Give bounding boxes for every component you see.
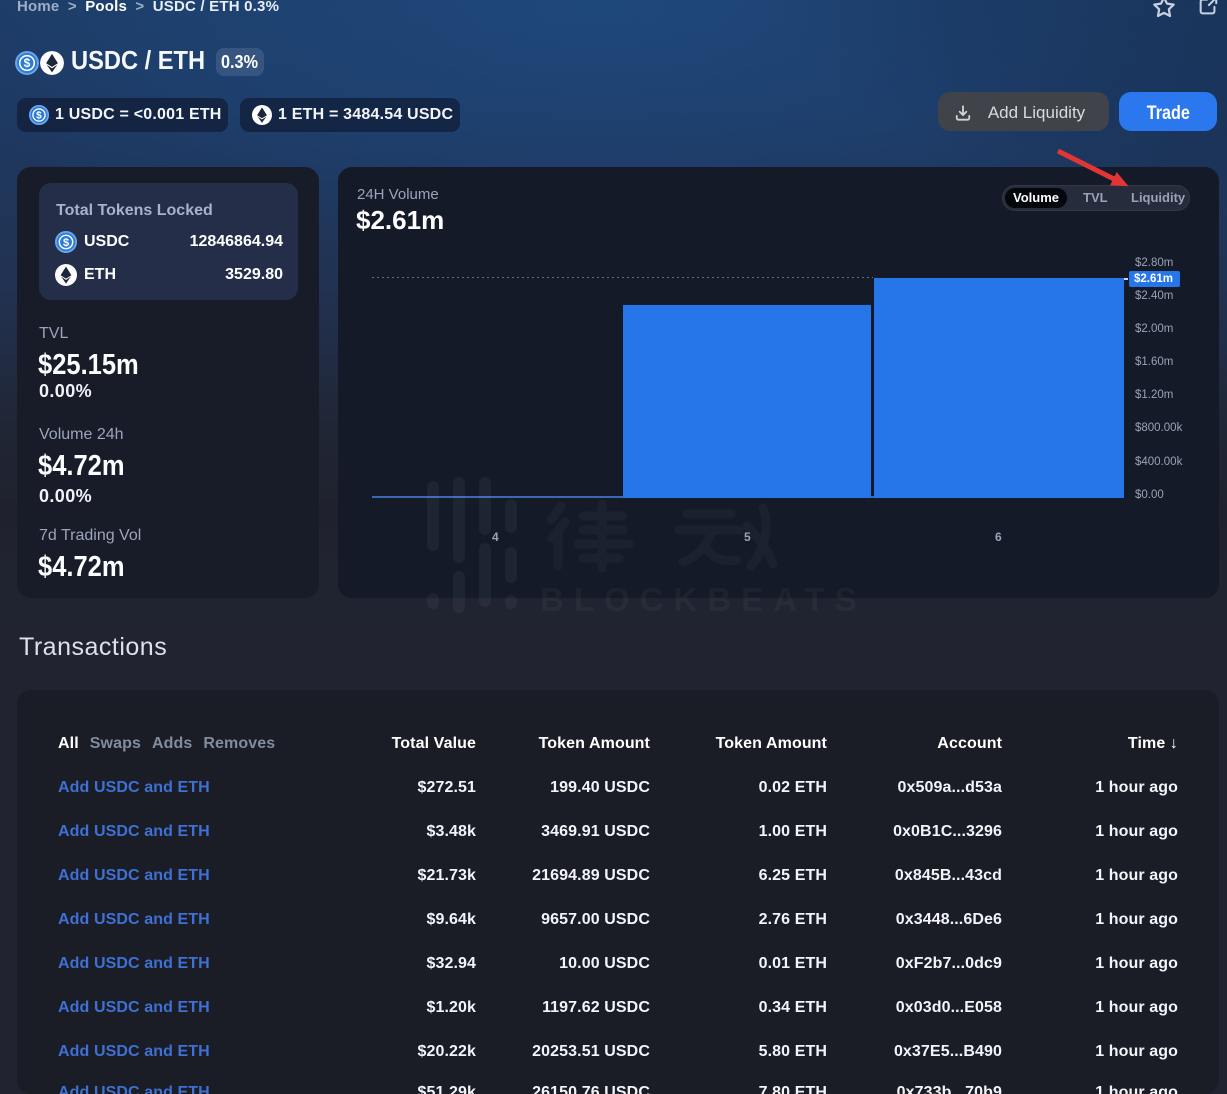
svg-text:$: $: [36, 111, 42, 122]
svg-text:$: $: [24, 56, 31, 70]
svg-text:$: $: [63, 237, 69, 249]
